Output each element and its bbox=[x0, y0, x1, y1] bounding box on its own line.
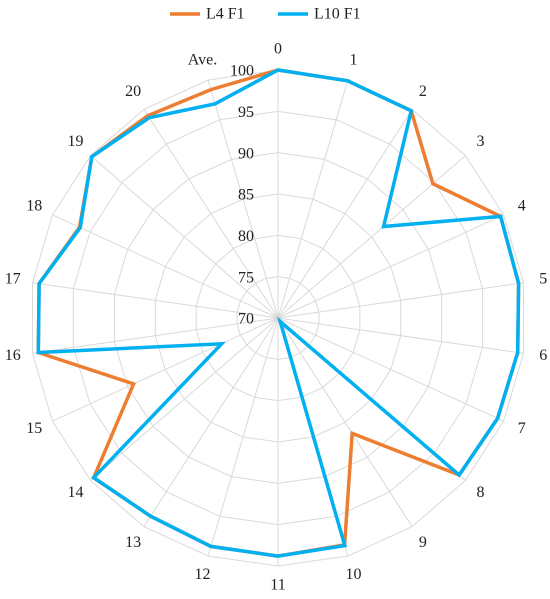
category-label: 7 bbox=[518, 420, 526, 437]
r-tick-label: 90 bbox=[238, 145, 254, 162]
spoke bbox=[32, 317, 279, 354]
spoke bbox=[90, 317, 279, 481]
r-tick-label: 100 bbox=[230, 63, 254, 80]
series-line bbox=[36, 68, 521, 558]
spoke bbox=[277, 79, 349, 319]
category-label: 6 bbox=[539, 347, 547, 364]
category-label: 14 bbox=[67, 484, 83, 501]
category-label: 3 bbox=[477, 133, 485, 150]
category-label: 20 bbox=[125, 83, 141, 100]
spoke bbox=[277, 317, 524, 354]
spoke bbox=[277, 317, 504, 422]
r-tick-label: 85 bbox=[238, 187, 254, 204]
spoke bbox=[52, 214, 279, 319]
category-label: 16 bbox=[5, 347, 21, 364]
category-label: 1 bbox=[350, 52, 358, 69]
category-label: 4 bbox=[518, 197, 526, 214]
category-label: Ave. bbox=[188, 52, 217, 69]
r-tick-label: 80 bbox=[238, 228, 254, 245]
spoke bbox=[207, 317, 279, 557]
r-tick-label: 70 bbox=[238, 311, 254, 328]
category-label: 12 bbox=[194, 566, 210, 583]
category-label: 18 bbox=[26, 197, 42, 214]
category-label: 15 bbox=[26, 420, 42, 437]
spoke bbox=[52, 317, 279, 422]
category-label: 10 bbox=[346, 566, 362, 583]
legend-label: L4 F1 bbox=[206, 6, 245, 23]
category-label: 11 bbox=[270, 577, 285, 594]
spoke bbox=[277, 109, 413, 319]
category-label: 2 bbox=[419, 83, 427, 100]
category-label: 19 bbox=[67, 133, 83, 150]
spoke bbox=[90, 155, 279, 319]
spoke bbox=[277, 317, 413, 527]
spoke bbox=[143, 317, 279, 527]
legend-label: L10 F1 bbox=[314, 6, 361, 23]
category-label: 0 bbox=[274, 41, 282, 58]
spoke bbox=[277, 155, 466, 319]
category-label: 9 bbox=[419, 534, 427, 551]
r-tick-label: 95 bbox=[238, 104, 254, 121]
spoke bbox=[207, 79, 279, 319]
category-label: 17 bbox=[5, 271, 21, 288]
category-label: 8 bbox=[477, 484, 485, 501]
category-label: 5 bbox=[539, 271, 547, 288]
r-tick-label: 75 bbox=[238, 269, 254, 286]
spoke bbox=[143, 109, 279, 319]
category-label: 13 bbox=[125, 534, 141, 551]
spoke bbox=[32, 282, 279, 319]
spoke bbox=[277, 282, 524, 319]
spoke bbox=[277, 214, 504, 319]
